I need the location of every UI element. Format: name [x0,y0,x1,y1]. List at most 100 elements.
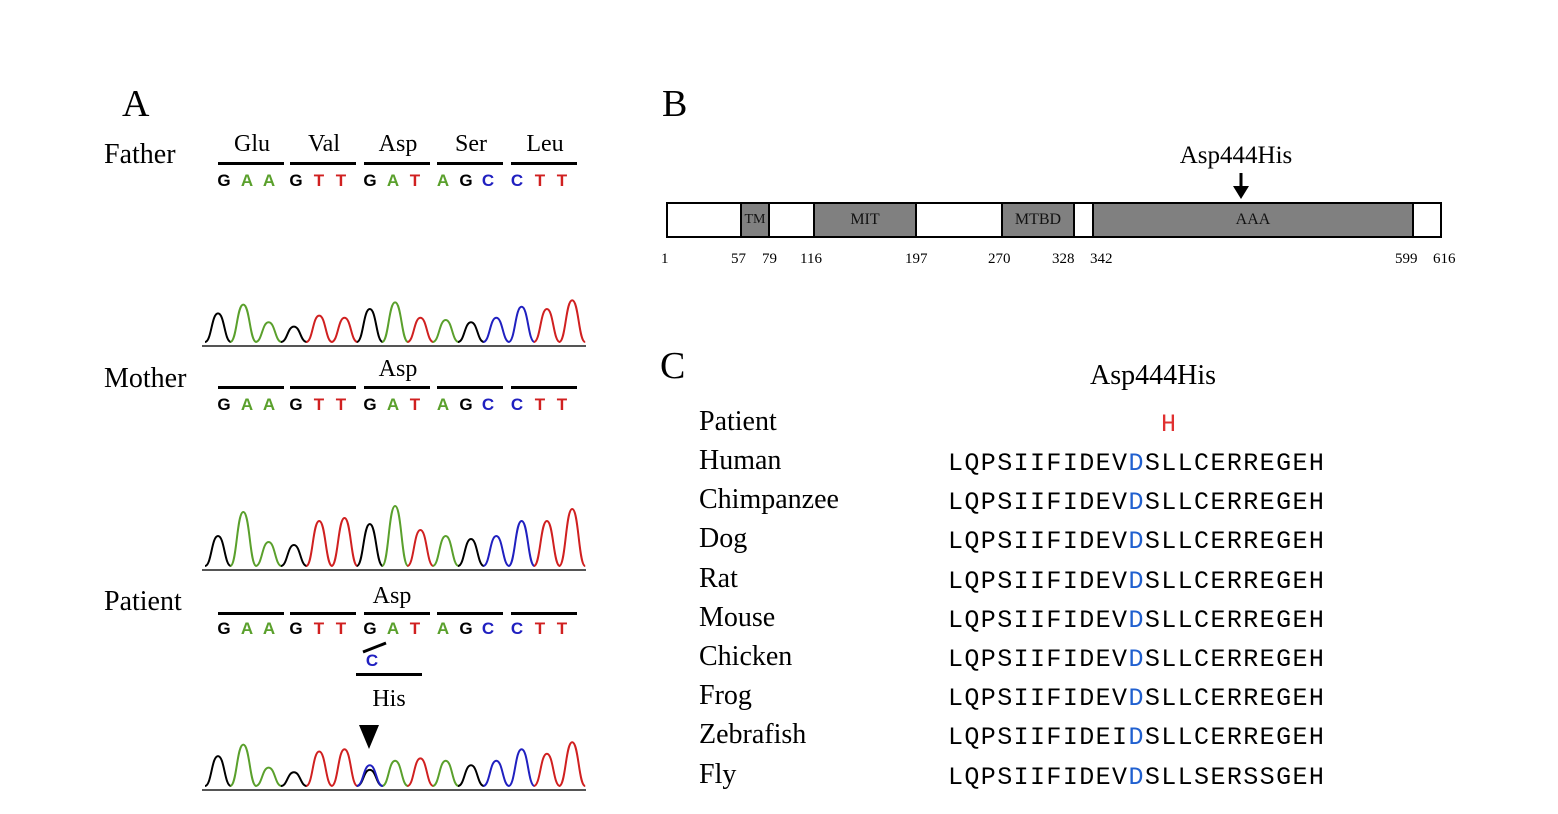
chromatogram-peak [331,316,358,343]
base-call: A [240,619,254,638]
codon-line [218,162,284,165]
chromatogram-peak [305,519,334,567]
codon-label: Leu [526,131,564,157]
chromatogram-peak [508,305,536,343]
codon-line [437,162,503,165]
mutation-arrowhead-icon [359,725,379,749]
father-chromatogram [202,299,587,347]
position-label: 616 [1433,251,1456,267]
panel-b-letter: B [662,83,688,125]
conserved-site: D [1128,645,1145,674]
conserved-site: D [1128,684,1145,714]
base-call: T [534,395,546,414]
sequence-post: SLLCERREGEH [1144,684,1326,714]
chromatogram-peak [533,307,561,343]
variant-slash-icon [362,641,387,654]
chromatogram-peak [330,748,359,787]
chromatogram-peak [381,301,410,343]
variant-base: C [365,651,379,670]
base-call: G [289,171,303,190]
chromatogram-peak [381,504,410,567]
alignment-title: Asp444His [1090,360,1217,391]
sequence-pre: LQPSIIFIDEV [948,527,1129,557]
base-call: A [240,171,254,190]
sequence-post: SLLCERREGEH [1144,449,1326,478]
chromatogram-peak [457,764,485,787]
codon-label: Asp [378,131,418,157]
domain-mit: MIT [813,204,917,236]
position-label: 57 [731,251,746,267]
sequence-post: SLLCERREGEH [1144,723,1326,753]
codon-line [290,386,356,389]
chromatogram-peak [280,325,308,343]
base-call: T [534,619,546,638]
codon-label: Glu [234,131,270,157]
sequence-row: LQPSIIFIDEVDSLLCERREGEH [948,684,1325,713]
mother-codon-label: Asp [378,356,418,382]
position-label: 1 [661,251,669,267]
sequence-post: SLLCERREGEH [1144,527,1326,557]
codon-line [437,612,503,615]
conserved-site: D [1128,449,1145,478]
base-call: A [436,619,450,638]
chromatogram-peak [406,757,434,787]
species-label: Zebrafish [699,719,807,751]
base-call: A [240,395,254,414]
chromatogram-peak [406,316,434,343]
base-call: G [289,619,303,638]
sequence-pre: LQPSIIFIDEV [948,762,1129,792]
conserved-site: D [1128,527,1145,557]
panel-a-letter: A [122,83,150,125]
sequence-row: LQPSIIFIDEVDSLLCERREGEH [948,449,1325,478]
mutation-label: Asp444His [1179,142,1293,169]
chromatogram-peak [229,743,258,787]
base-call: C [510,171,524,190]
species-label: Dog [699,523,748,555]
species-label: Human [699,445,782,476]
base-call: G [459,619,473,638]
codon-line [511,386,577,389]
chromatogram-peak [204,534,232,567]
position-label: 197 [905,251,928,267]
conserved-site: D [1128,723,1145,753]
species-label: Fly [699,758,737,790]
codon-line [218,612,284,615]
base-call: T [409,619,421,638]
sequence-row: LQPSIIFIDEIDSLLCERREGEH [948,723,1325,752]
chromatogram-peak [508,748,536,787]
sequence-row: LQPSIIFIDEVDSLLCERREGEH [948,645,1325,674]
sequence-post: SLLCERREGEH [1144,605,1326,635]
position-label: 599 [1395,251,1418,267]
position-label: 328 [1052,251,1075,267]
codon-line [290,162,356,165]
codon-label: Ser [455,131,487,157]
base-call: T [556,395,568,414]
position-label: 79 [762,251,777,267]
patient-species-label: Patient [699,406,777,437]
sequence-row: LQPSIIFIDEVDSLLSERSSGEH [948,763,1325,792]
codon-line [290,612,356,615]
base-call: T [313,171,325,190]
chromatogram-peak [330,516,359,567]
conserved-site: D [1128,762,1145,792]
base-call: T [556,171,568,190]
position-label: 342 [1090,251,1113,267]
chromatogram-peak [229,303,257,343]
patient-residue: H [1161,410,1178,439]
chromatogram-peak [355,522,384,567]
variant-codon-line [356,673,422,676]
chromatogram-peak [558,741,587,787]
chromatogram-peak [255,540,283,567]
codon-line [511,612,577,615]
base-call: C [510,619,524,638]
chromatogram-peak [432,534,460,567]
position-label: 116 [800,251,822,267]
base-call: A [436,171,450,190]
chromatogram-peak [280,543,308,567]
chromatogram-peak [457,321,485,343]
base-call: A [386,395,400,414]
base-call: T [409,395,421,414]
base-call: T [313,395,325,414]
domain-mtbd: MTBD [1001,204,1075,236]
sequence-pre: LQPSIIFIDEI [948,723,1129,753]
